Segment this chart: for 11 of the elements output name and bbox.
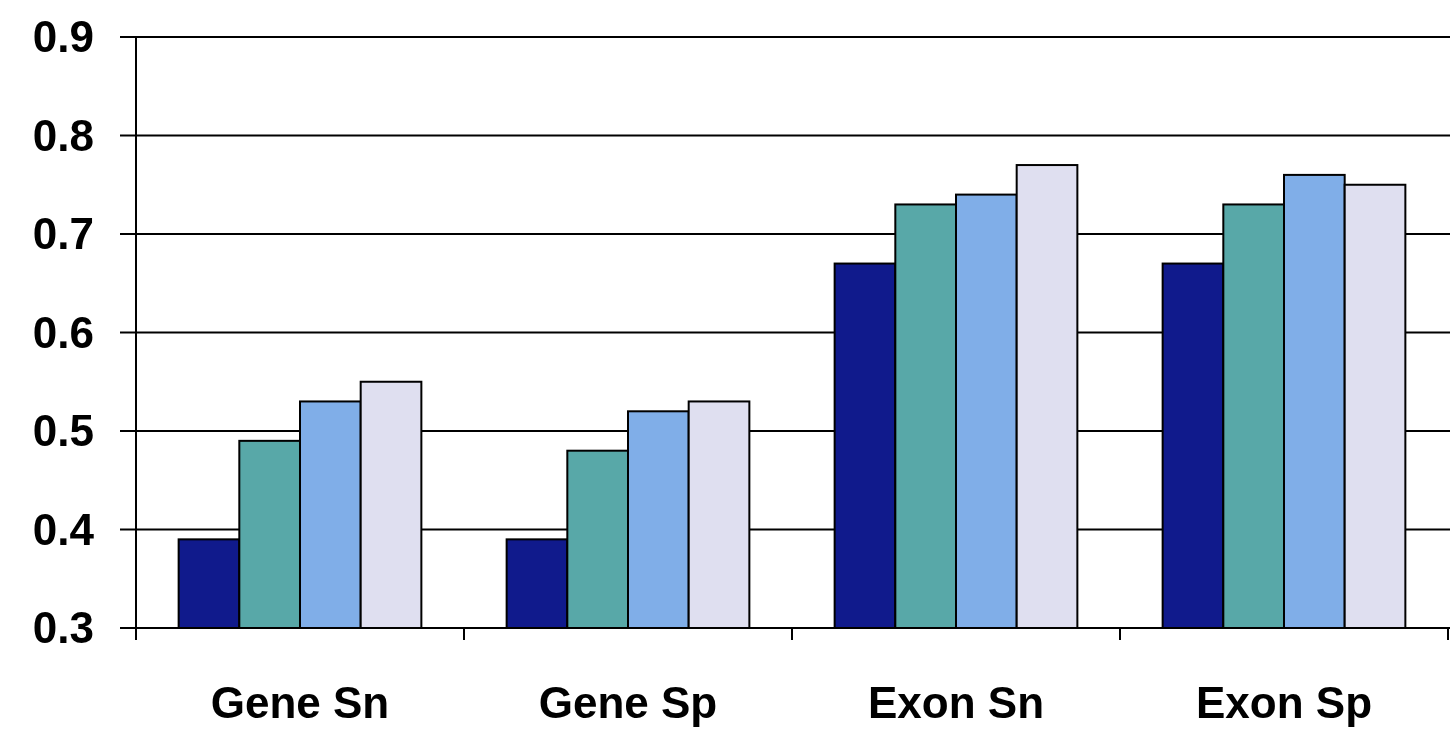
y-tick-label: 0.9 [32, 12, 94, 62]
y-tick-label: 0.7 [32, 209, 94, 259]
y-tick-label: 0.3 [32, 603, 94, 653]
y-tick-label: 0.4 [32, 504, 95, 554]
y-tick-label: 0.8 [32, 110, 94, 160]
x-tick-label: Gene Sn [210, 678, 390, 727]
y-tick-label: 0.5 [32, 406, 94, 456]
x-tick-label: Exon Sn [867, 678, 1045, 727]
y-tick-label: 0.6 [32, 307, 94, 357]
x-tick-label: Exon Sp [1195, 678, 1373, 727]
x-tick-label: Gene Sp [538, 678, 718, 727]
